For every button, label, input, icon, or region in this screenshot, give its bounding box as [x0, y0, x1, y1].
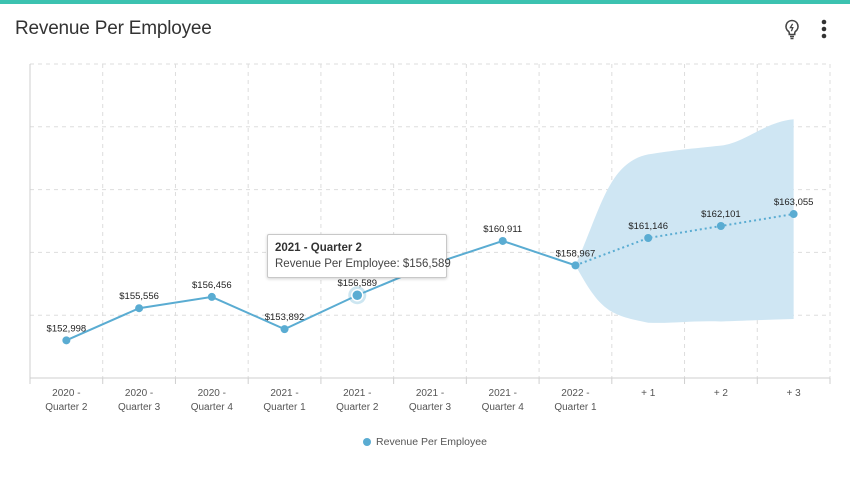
data-label: $155,556	[119, 291, 159, 302]
data-label: $162,101	[701, 209, 741, 220]
x-tick-label-line: Quarter 2	[45, 402, 88, 413]
data-points	[62, 210, 798, 345]
tooltip-body: Revenue Per Employee: $156,589	[275, 258, 451, 270]
x-tick-label: + 1	[641, 388, 656, 399]
x-tick-label-line: Quarter 4	[482, 402, 525, 413]
data-label: $160,911	[483, 224, 522, 235]
x-tick-label: 2020 - Quarter 4	[191, 388, 234, 413]
x-tick-label: 2020 - Quarter 3	[118, 388, 161, 413]
data-label: $163,055	[774, 197, 814, 208]
data-label: $153,892	[265, 312, 305, 323]
x-tick-label-line: 2020 -	[52, 388, 80, 399]
x-tick-label-line: 2020 -	[125, 388, 153, 399]
x-tick-label-line: + 1	[641, 388, 656, 399]
chart-title: Revenue Per Employee	[15, 18, 212, 39]
data-point	[62, 336, 71, 345]
chart-legend[interactable]: Revenue Per Employee	[0, 436, 850, 448]
x-tick-label-line: 2022 -	[561, 388, 589, 399]
x-tick-label: + 3	[787, 388, 802, 399]
x-tick-label: 2021 - Quarter 1	[263, 388, 306, 413]
legend-label: Revenue Per Employee	[376, 436, 487, 448]
data-point-highlighted	[351, 288, 364, 302]
data-label: $158,967	[556, 248, 596, 259]
data-point	[135, 304, 144, 313]
legend-marker	[363, 438, 372, 446]
x-tick-label-line: Quarter 4	[191, 402, 234, 413]
data-point	[207, 292, 216, 301]
x-axis: 2020 - Quarter 2 2020 - Quarter 3 2020 - Quar…	[29, 64, 831, 413]
tooltip-title: 2021 - Quarter 2	[275, 242, 362, 254]
series-lines	[65, 213, 794, 342]
x-tick-label-line: 2020 -	[198, 388, 226, 399]
forecast-band-layer	[575, 119, 794, 323]
x-tick-label: + 2	[714, 388, 729, 399]
x-tick-label: 2021 - Quarter 3	[409, 388, 452, 413]
forecast-point	[644, 234, 653, 243]
data-point	[498, 236, 507, 245]
x-tick-label-line: 2021 -	[343, 388, 371, 399]
data-labels: $152,998 $155,556 $156,456 $153,892 $156,589…	[47, 197, 814, 334]
chart-tooltip: 2021 - Quarter 2 Revenue Per Employee: $…	[267, 234, 451, 278]
forecast-point	[716, 222, 725, 231]
x-tick-label: 2021 - Quarter 4	[482, 388, 525, 413]
data-label: $161,146	[628, 221, 668, 232]
x-tick-label-line: Quarter 1	[554, 402, 597, 413]
x-tick-label-line: + 3	[787, 388, 802, 399]
x-tick-label-line: Quarter 2	[336, 402, 379, 413]
forecast-point	[789, 210, 798, 219]
x-tick-label-line: Quarter 3	[118, 402, 161, 413]
forecast-band	[575, 119, 794, 323]
x-tick-label: 2020 - Quarter 2	[45, 388, 88, 413]
kebab-menu-icon[interactable]	[812, 17, 836, 41]
x-tick-label: 2021 - Quarter 2	[336, 388, 379, 413]
data-label: $156,456	[192, 280, 232, 291]
x-tick-label: 2022 - Quarter 1	[554, 388, 597, 413]
x-tick-label-line: Quarter 1	[263, 402, 306, 413]
top-accent-bar	[0, 0, 850, 4]
x-tick-label-line: + 2	[714, 388, 729, 399]
data-point	[280, 325, 289, 334]
data-point	[571, 261, 580, 270]
x-tick-label-line: Quarter 3	[409, 402, 452, 413]
series-line-actual	[65, 239, 576, 342]
line-chart: $152,998 $155,556 $156,456 $153,892 $156,589…	[29, 63, 831, 413]
x-tick-label-line: 2021 -	[489, 388, 517, 399]
x-tick-label-line: 2021 -	[416, 388, 444, 399]
x-tick-label-line: 2021 -	[270, 388, 298, 399]
data-label: $156,589	[337, 278, 377, 289]
data-label: $152,998	[47, 323, 87, 334]
lightbulb-icon[interactable]	[780, 17, 804, 41]
